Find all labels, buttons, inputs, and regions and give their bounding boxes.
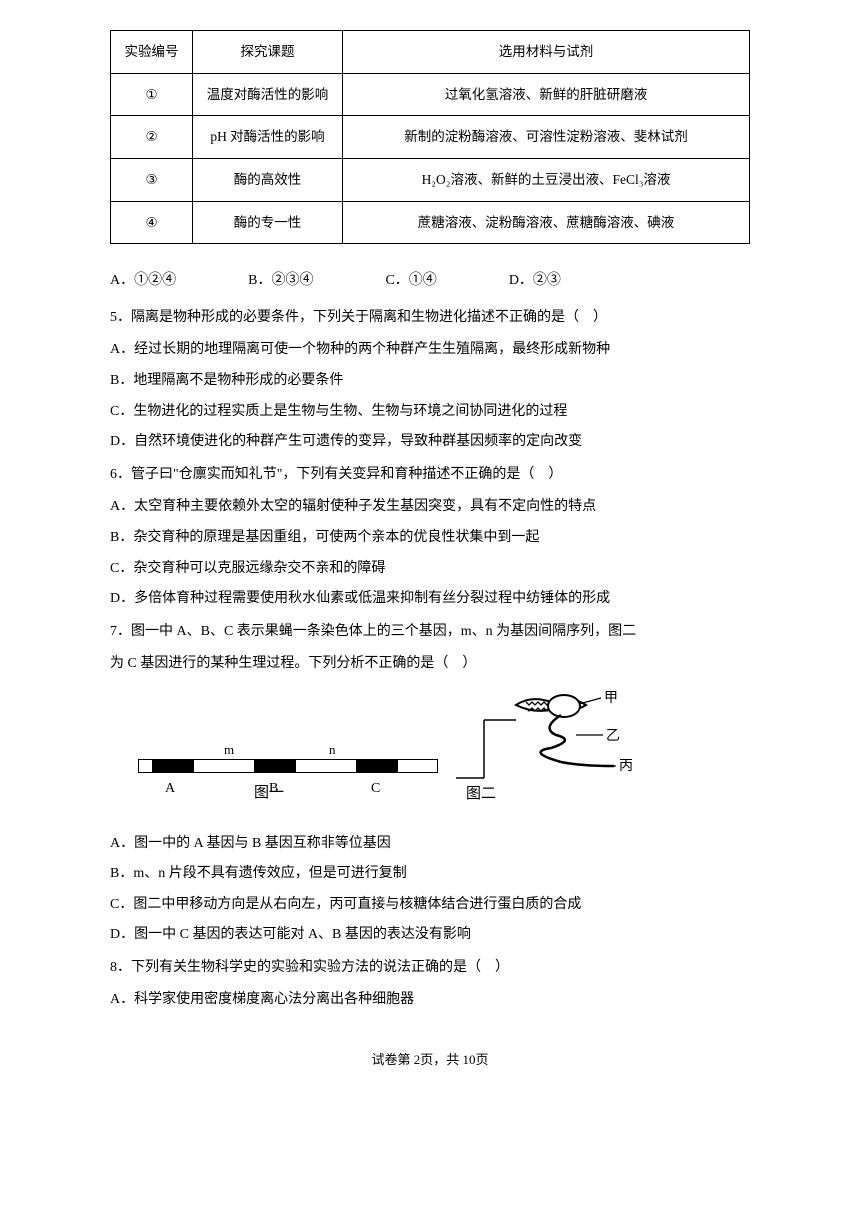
table-header-row: 实验编号 探究课题 选用材料与试剂: [111, 31, 750, 74]
q8-stem: 8．下列有关生物科学史的实验和实验方法的说法正确的是（ ）: [110, 955, 750, 982]
figure-one: m n A B C 图一: [138, 731, 438, 821]
cell: 酶的高效性: [193, 158, 343, 201]
q5-stem: 5．隔离是物种形成的必要条件，下列关于隔离和生物进化描述不正确的是（ ）: [110, 305, 750, 332]
q6-stem: 6．管子曰"仓廪实而知礼节"，下列有关变异和育种描述不正确的是（ ）: [110, 462, 750, 489]
fig2-caption: 图二: [466, 780, 496, 809]
option-c: C．①④: [385, 268, 436, 295]
q7-d: D．图一中 C 基因的表达可能对 A、B 基因的表达没有影响: [110, 922, 750, 949]
q7-stem-line1: 7．图一中 A、B、C 表示果蝇一条染色体上的三个基因，m、n 为基因间隔序列，…: [110, 619, 750, 646]
table-row: ① 温度对酶活性的影响 过氧化氢溶液、新鲜的肝脏研磨液: [111, 73, 750, 116]
label-C: C: [371, 776, 380, 803]
th-materials: 选用材料与试剂: [343, 31, 750, 74]
table-row: ④ 酶的专一性 蔗糖溶液、淀粉酶溶液、蔗糖酶溶液、碘液: [111, 201, 750, 244]
label-m: m: [224, 738, 234, 763]
q6-c: C．杂交育种可以克服远缘杂交不亲和的障碍: [110, 556, 750, 583]
q6-d: D．多倍体育种过程需要使用秋水仙素或低温来抑制有丝分裂过程中纺锤体的形成: [110, 586, 750, 613]
figure-two: 甲 乙 丙 图二: [456, 690, 646, 821]
th-topic: 探究课题: [193, 31, 343, 74]
th-id: 实验编号: [111, 31, 193, 74]
fig1-caption: 图一: [254, 779, 284, 808]
cell: 新制的淀粉酶溶液、可溶性淀粉溶液、斐林试剂: [343, 116, 750, 159]
cell: ③: [111, 158, 193, 201]
q5-b: B．地理隔离不是物种形成的必要条件: [110, 368, 750, 395]
q7-c: C．图二中甲移动方向是从右向左，丙可直接与核糖体结合进行蛋白质的合成: [110, 892, 750, 919]
label-n: n: [329, 738, 336, 763]
q4-options: A．①②④ B．②③④ C．①④ D．②③: [110, 268, 750, 295]
option-b: B．②③④: [248, 268, 313, 295]
q7-b: B．m、n 片段不具有遗传效应，但是可进行复制: [110, 861, 750, 888]
q8-a: A．科学家使用密度梯度离心法分离出各种细胞器: [110, 987, 750, 1014]
label-A: A: [165, 776, 175, 803]
experiments-table: 实验编号 探究课题 选用材料与试剂 ① 温度对酶活性的影响 过氧化氢溶液、新鲜的…: [110, 30, 750, 244]
q7-a: A．图一中的 A 基因与 B 基因互称非等位基因: [110, 831, 750, 858]
label-bing: 丙: [619, 759, 633, 774]
q5-a: A．经过长期的地理隔离可使一个物种的两个种群产生生殖隔离，最终形成新物种: [110, 337, 750, 364]
q6-b: B．杂交育种的原理是基因重组，可使两个亲本的优良性状集中到一起: [110, 525, 750, 552]
option-d: D．②③: [509, 268, 561, 295]
cell: pH 对酶活性的影响: [193, 116, 343, 159]
q5-d: D．自然环境使进化的种群产生可遗传的变异，导致种群基因频率的定向改变: [110, 429, 750, 456]
q6-a: A．太空育种主要依赖外太空的辐射使种子发生基因突变，具有不定向性的特点: [110, 494, 750, 521]
cell: 蔗糖溶液、淀粉酶溶液、蔗糖酶溶液、碘液: [343, 201, 750, 244]
option-a: A．①②④: [110, 268, 176, 295]
cell: ①: [111, 73, 193, 116]
label-jia: 甲: [604, 691, 618, 706]
cell: 温度对酶活性的影响: [193, 73, 343, 116]
table-row: ② pH 对酶活性的影响 新制的淀粉酶溶液、可溶性淀粉溶液、斐林试剂: [111, 116, 750, 159]
page-footer: 试卷第 2页，共 10页: [110, 1048, 750, 1073]
cell: 过氧化氢溶液、新鲜的肝脏研磨液: [343, 73, 750, 116]
cell: ②: [111, 116, 193, 159]
q7-stem-line2: 为 C 基因进行的某种生理过程。下列分析不正确的是（ ）: [110, 651, 750, 678]
figure-container: m n A B C 图一: [138, 690, 750, 821]
label-yi: 乙: [606, 728, 620, 744]
q5-c: C．生物进化的过程实质上是生物与生物、生物与环境之间协同进化的过程: [110, 399, 750, 426]
table-row: ③ 酶的高效性 H₂O₂溶液、新鲜的土豆浸出液、FeCl₃溶液: [111, 158, 750, 201]
cell: 酶的专一性: [193, 201, 343, 244]
cell: H₂O₂溶液、新鲜的土豆浸出液、FeCl₃溶液: [343, 158, 750, 201]
cell: ④: [111, 201, 193, 244]
chromosome-line: m n A B C: [138, 759, 438, 773]
